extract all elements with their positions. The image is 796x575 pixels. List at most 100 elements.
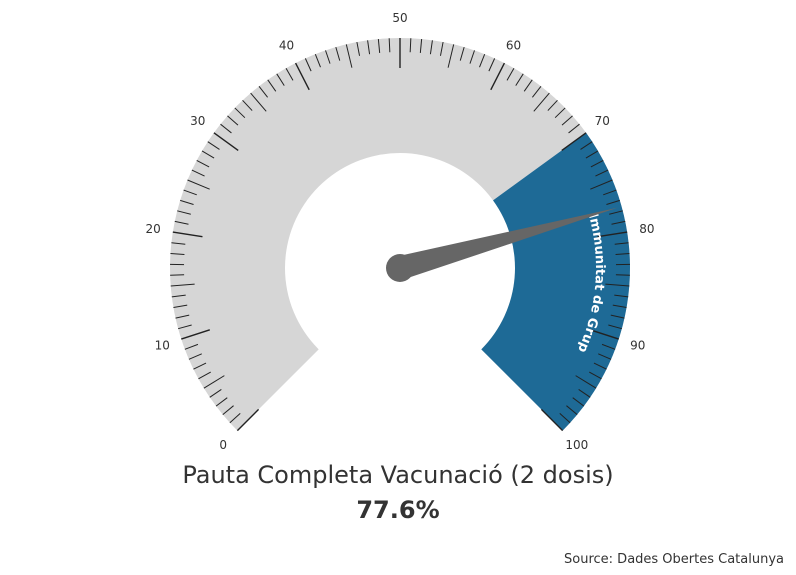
gauge-band-herd-immunity — [481, 132, 630, 431]
minor-tick — [531, 85, 542, 98]
gauge-tick-labels: 0 10 20 30 40 50 60 70 80 90 100 — [145, 11, 654, 452]
minor-tick — [209, 388, 222, 398]
minor-tick — [533, 92, 550, 112]
minor-tick — [547, 99, 558, 111]
source-note: Source: Dades Obertes Catalunya — [564, 552, 784, 567]
minor-tick — [605, 283, 630, 287]
minor-tick — [409, 38, 412, 53]
minor-tick — [207, 141, 220, 150]
minor-tick — [585, 150, 599, 159]
tick-label: 10 — [155, 338, 170, 352]
major-tick — [561, 132, 587, 152]
minor-tick — [183, 189, 197, 196]
minor-tick — [193, 362, 207, 370]
minor-tick — [459, 46, 465, 61]
minor-tick — [175, 314, 190, 319]
minor-tick — [578, 388, 591, 398]
tick-label: 90 — [630, 338, 645, 352]
minor-tick — [479, 53, 486, 68]
minor-tick — [367, 40, 371, 55]
minor-tick — [184, 343, 199, 350]
minor-tick — [229, 413, 241, 424]
minor-tick — [608, 324, 622, 330]
minor-tick — [220, 123, 232, 134]
minor-tick — [595, 169, 609, 177]
minor-tick — [554, 107, 566, 119]
minor-tick — [615, 253, 630, 255]
minor-tick — [304, 58, 312, 72]
gauge-value: 77.6% — [356, 496, 440, 524]
major-tick — [172, 231, 203, 238]
tick-label: 100 — [565, 438, 588, 452]
tick-label: 30 — [190, 114, 205, 128]
minor-tick — [523, 79, 533, 92]
tick-label: 80 — [639, 222, 654, 236]
minor-tick — [598, 353, 612, 360]
tick-label: 20 — [145, 222, 160, 236]
minor-tick — [611, 220, 626, 225]
tick-label: 0 — [219, 438, 227, 452]
tick-label: 50 — [392, 11, 407, 25]
minor-tick — [447, 44, 455, 68]
minor-tick — [601, 343, 616, 350]
minor-tick — [469, 50, 475, 64]
minor-tick — [222, 405, 234, 415]
minor-tick — [174, 220, 189, 225]
minor-tick — [335, 46, 341, 61]
major-tick — [540, 408, 564, 432]
minor-tick — [429, 40, 433, 55]
minor-tick — [590, 159, 604, 168]
minor-tick — [170, 253, 185, 255]
minor-tick — [250, 92, 267, 112]
major-tick — [294, 62, 310, 91]
minor-tick — [177, 210, 191, 215]
minor-tick — [614, 294, 629, 298]
tick-label: 60 — [506, 38, 521, 52]
minor-tick — [439, 41, 444, 56]
minor-tick — [325, 50, 331, 64]
minor-tick — [276, 73, 285, 86]
minor-tick — [488, 58, 496, 72]
minor-tick — [188, 353, 202, 360]
minor-tick — [171, 242, 186, 245]
minor-tick — [388, 38, 391, 53]
gauge-ticks — [170, 38, 630, 432]
minor-tick — [606, 199, 620, 205]
minor-tick — [561, 115, 573, 126]
minor-tick — [506, 67, 515, 81]
minor-tick — [559, 413, 571, 424]
minor-tick — [610, 314, 625, 319]
minor-tick — [198, 371, 211, 380]
minor-tick — [201, 150, 215, 159]
minor-tick — [566, 405, 578, 415]
minor-tick — [572, 397, 585, 407]
minor-tick — [258, 85, 269, 98]
minor-tick — [178, 324, 192, 330]
minor-tick — [575, 375, 597, 389]
minor-tick — [590, 179, 613, 190]
minor-tick — [187, 179, 210, 190]
minor-tick — [170, 283, 195, 287]
minor-tick — [191, 169, 205, 177]
minor-tick — [196, 159, 210, 168]
major-tick — [213, 132, 239, 152]
major-tick — [589, 329, 619, 340]
tick-label: 70 — [595, 114, 610, 128]
major-tick — [597, 231, 628, 238]
minor-tick — [356, 41, 361, 56]
minor-tick — [234, 107, 246, 119]
gauge-title: Pauta Completa Vacunació (2 dosis) — [182, 461, 614, 489]
minor-tick — [419, 38, 423, 54]
minor-tick — [180, 199, 194, 205]
minor-tick — [515, 73, 524, 86]
minor-tick — [242, 99, 253, 111]
minor-tick — [345, 44, 353, 68]
minor-tick — [609, 210, 623, 215]
minor-tick — [227, 115, 239, 126]
minor-tick — [377, 38, 381, 54]
major-tick — [490, 62, 506, 91]
minor-tick — [589, 371, 602, 380]
minor-tick — [603, 189, 617, 196]
